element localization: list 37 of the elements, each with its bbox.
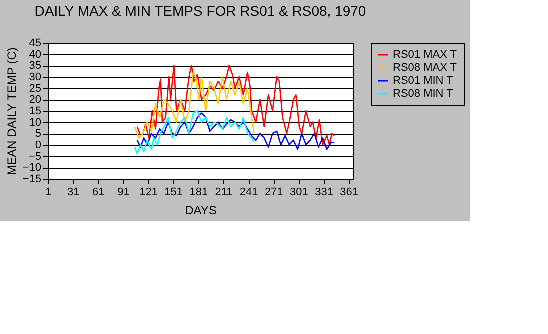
x-tick-label: 151 (164, 186, 184, 198)
y-tick-label: 10 (29, 116, 42, 129)
y-tick-label: 15 (29, 106, 42, 118)
x-tick-label: 271 (264, 186, 284, 198)
x-tick-label: 91 (118, 186, 130, 198)
y-tick-label: 5 (35, 128, 42, 140)
y-tick-label: 25 (29, 82, 42, 95)
x-tick-label: 1 (45, 186, 52, 198)
line-series (134, 110, 256, 155)
legend-label: RS01 MIN T (393, 75, 454, 87)
line-series (136, 112, 336, 150)
y-tick-label: −10 (22, 162, 42, 174)
y-axis-title: MEAN DAILY TEMP (C) (4, 48, 19, 176)
y-tick-label: 40 (29, 48, 42, 61)
x-tick-label: 361 (340, 186, 358, 198)
y-tick-label: −5 (28, 150, 42, 163)
x-axis-title: DAYS (185, 204, 217, 218)
y-tick-label: 45 (29, 38, 42, 50)
x-tick-label: 181 (190, 186, 208, 198)
chart-title: DAILY MAX & MIN TEMPS FOR RS01 & RS08, 1970 (34, 3, 366, 19)
y-tick-label: 0 (35, 140, 42, 152)
x-tick-label: 211 (215, 186, 233, 198)
x-tick-label: 61 (92, 186, 105, 198)
x-tick-label: 331 (315, 186, 334, 198)
y-tick-label: 20 (29, 94, 42, 106)
x-tick-label: 301 (290, 186, 308, 198)
x-tick-label: 31 (67, 186, 80, 198)
legend-label: RS08 MAX T (393, 62, 458, 74)
y-tick-label: 30 (29, 72, 42, 84)
legend-label: RS08 MIN T (393, 88, 454, 100)
legend-label: RS01 MAX T (393, 49, 458, 61)
x-tick-label: 121 (140, 186, 158, 198)
line-series (134, 72, 256, 139)
y-tick-label: −15 (22, 174, 42, 186)
line-series (136, 65, 336, 146)
y-tick-label: 35 (29, 60, 42, 72)
x-tick-label: 241 (240, 186, 258, 198)
